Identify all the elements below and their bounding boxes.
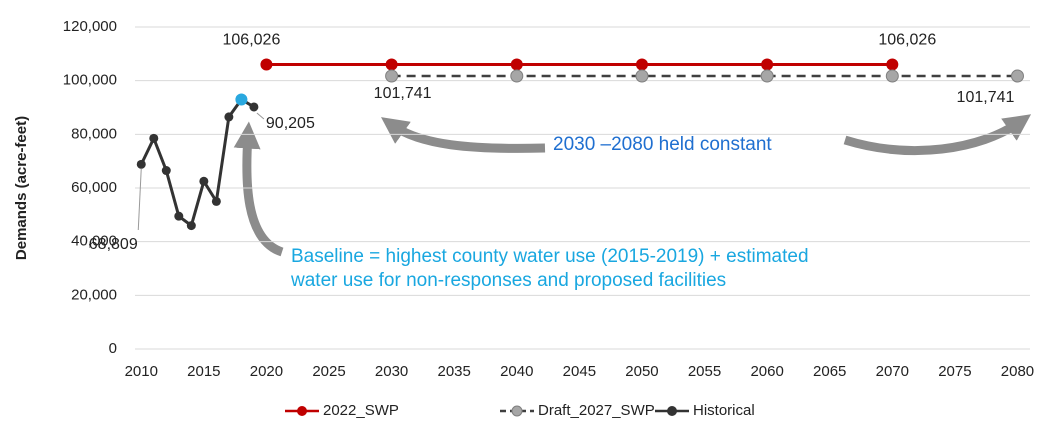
data-label: 106,026 bbox=[878, 32, 936, 49]
y-axis-label: Demands (acre-feet) bbox=[13, 116, 30, 260]
legend-label: Historical bbox=[693, 402, 755, 419]
marker bbox=[761, 58, 774, 71]
marker bbox=[635, 58, 648, 71]
leader-line bbox=[256, 112, 265, 120]
y-tick-label: 20,000 bbox=[71, 286, 117, 303]
marker bbox=[149, 133, 159, 143]
marker bbox=[885, 69, 899, 83]
legend-marker bbox=[297, 406, 307, 416]
marker bbox=[886, 58, 899, 71]
annotation: 2030 –2080 held constant bbox=[553, 134, 772, 155]
marker bbox=[510, 69, 524, 83]
arrow bbox=[233, 121, 284, 257]
x-tick-label: 2015 bbox=[187, 363, 220, 380]
x-tick-label: 2070 bbox=[876, 363, 909, 380]
data-label: 101,741 bbox=[957, 89, 1015, 106]
marker bbox=[174, 211, 184, 221]
marker bbox=[211, 196, 221, 206]
marker bbox=[186, 221, 196, 231]
x-tick-label: 2075 bbox=[938, 363, 971, 380]
y-tick-label: 120,000 bbox=[63, 18, 117, 35]
legend-label: Draft_2027_SWP bbox=[538, 402, 655, 419]
legend-marker bbox=[667, 406, 677, 416]
x-tick-label: 2025 bbox=[312, 363, 345, 380]
y-tick-label: 0 bbox=[109, 340, 117, 357]
marker bbox=[385, 69, 399, 83]
x-tick-label: 2060 bbox=[750, 363, 783, 380]
marker bbox=[760, 69, 774, 83]
marker bbox=[161, 166, 171, 176]
x-tick-label: 2055 bbox=[688, 363, 721, 380]
x-tick-label: 2010 bbox=[125, 363, 158, 380]
data-label: 101,741 bbox=[374, 85, 432, 102]
leader-line bbox=[137, 168, 142, 231]
x-tick-label: 2050 bbox=[625, 363, 658, 380]
arrow bbox=[381, 117, 546, 153]
y-tick-label: 80,000 bbox=[71, 125, 117, 142]
series-line bbox=[139, 97, 255, 229]
data-label: 90,205 bbox=[266, 115, 315, 132]
x-tick-label: 2080 bbox=[1001, 363, 1034, 380]
arrow bbox=[843, 114, 1032, 155]
y-tick-label: 40,000 bbox=[71, 233, 117, 250]
marker bbox=[385, 58, 398, 71]
x-tick-label: 2045 bbox=[563, 363, 596, 380]
y-tick-label: 60,000 bbox=[71, 179, 117, 196]
annotation: Baseline = highest county water use (201… bbox=[291, 246, 809, 267]
y-tick-label: 100,000 bbox=[63, 72, 117, 89]
x-tick-label: 2065 bbox=[813, 363, 846, 380]
marker bbox=[510, 58, 523, 71]
marker bbox=[635, 69, 649, 83]
legend-marker bbox=[511, 405, 523, 417]
annotation: water use for non-responses and proposed… bbox=[290, 270, 726, 291]
marker bbox=[199, 176, 209, 186]
x-tick-label: 2040 bbox=[500, 363, 533, 380]
arrows bbox=[233, 114, 1032, 257]
x-tick-label: 2020 bbox=[250, 363, 283, 380]
x-tick-label: 2030 bbox=[375, 363, 408, 380]
legend-label: 2022_SWP bbox=[323, 402, 399, 419]
marker bbox=[235, 93, 248, 106]
marker bbox=[136, 159, 146, 169]
marker bbox=[1010, 69, 1024, 83]
x-tick-label: 2035 bbox=[438, 363, 471, 380]
marker bbox=[249, 102, 259, 112]
marker bbox=[260, 58, 273, 71]
data-label: 106,026 bbox=[223, 32, 281, 49]
marker bbox=[224, 112, 234, 122]
data-label: 68,809 bbox=[89, 236, 138, 253]
